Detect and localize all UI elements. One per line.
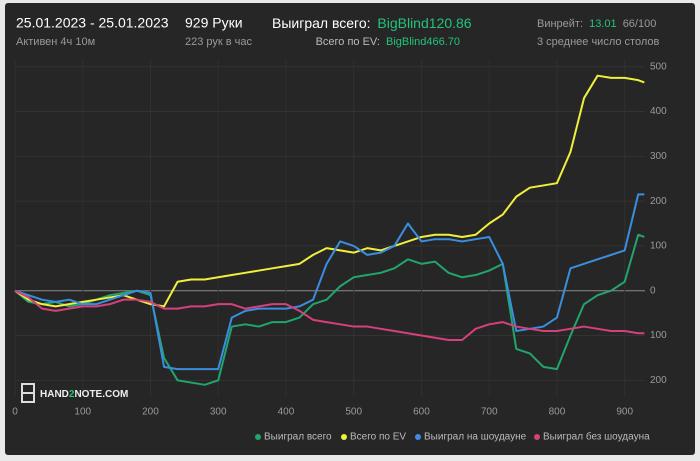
x-tick-label: 0 (12, 407, 18, 418)
ev-value: BigBlind466.70 (386, 36, 460, 48)
logo: HAND2NOTE.COM (21, 383, 128, 403)
panel (5, 3, 695, 455)
won-value: BigBlind120.86 (377, 15, 471, 31)
plot: 200 100 0 100 200 300 400 500 0 100 200 300 400 500 60… (12, 60, 667, 418)
y-tick-label: 100 (650, 330, 667, 341)
y-tick-label: 400 (650, 106, 667, 117)
series-line (14, 289, 645, 341)
y-tick-label: 200 (650, 196, 667, 207)
winrate-value: 13.01 (589, 18, 617, 30)
y-tick-label: 300 (650, 151, 667, 162)
x-tick-label: 800 (549, 407, 566, 418)
x-tick-label: 600 (413, 407, 430, 418)
x-tick-label: 400 (278, 407, 295, 418)
won-label: Выиграл всего: (272, 15, 371, 31)
ev-total: Всего по EV: BigBlind466.70 (316, 36, 460, 48)
logo-part: NOTE.COM (74, 389, 128, 400)
hands-per-hour: 223 рук в час (185, 36, 253, 48)
logo-part: HAND (40, 389, 69, 400)
legend-swatch (341, 434, 347, 440)
tables: 3 среднее число столов (537, 36, 659, 48)
logo-part: 2 (69, 389, 75, 400)
y-tick-label: 100 (650, 241, 667, 252)
active-time: Активен 4ч 10м (16, 36, 95, 48)
legend-swatch (415, 434, 421, 440)
legend-label: Выиграл всего (264, 432, 332, 443)
legend-label: Выиграл без шоудауна (543, 431, 650, 443)
x-tick-label: 300 (210, 407, 227, 418)
y-tick-label: 200 (650, 375, 667, 386)
legend-label: Всего по EV (350, 432, 406, 443)
series-line (14, 193, 645, 371)
x-tick-label: 500 (345, 407, 362, 418)
winrate: Винрейт: 13.01 66/100 (537, 18, 656, 30)
x-tick-label: 100 (74, 407, 91, 418)
y-tick-label: 0 (650, 285, 656, 296)
logo-text: HAND2NOTE.COM (40, 389, 128, 400)
hands: 929 Руки (185, 15, 243, 31)
x-tick-label: 900 (616, 407, 633, 418)
winrate-rest: 66/100 (623, 18, 657, 30)
legend-swatch (255, 434, 261, 440)
series-line (14, 233, 645, 386)
won-total: Выиграл всего: BigBlind120.86 (272, 15, 472, 31)
legend-label: Выиграл на шоудауне (424, 432, 527, 443)
winrate-label: Винрейт: (537, 18, 583, 30)
legend-swatch (534, 434, 540, 440)
ev-label: Всего по EV: (316, 36, 380, 48)
x-tick-label: 200 (142, 407, 159, 418)
date-range: 25.01.2023 - 25.01.2023 (16, 15, 169, 31)
x-tick-label: 700 (481, 407, 498, 418)
y-tick-label: 500 (650, 61, 667, 72)
